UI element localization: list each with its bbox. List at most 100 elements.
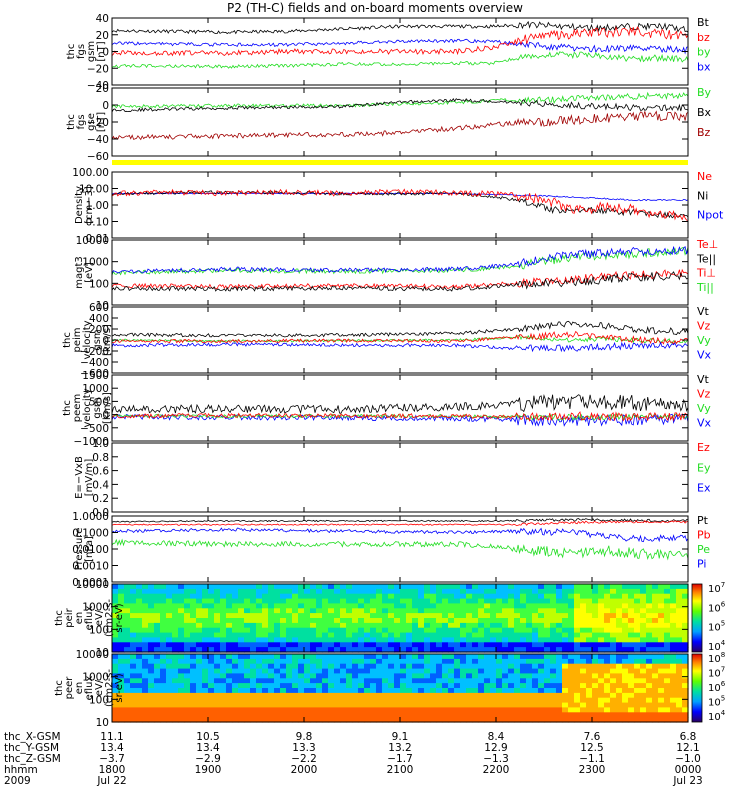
spectrogram-cell	[676, 642, 683, 648]
spectrogram-cell	[250, 613, 257, 619]
spectrogram-cell	[454, 702, 461, 709]
spectrogram-cell	[250, 717, 257, 723]
spectrogram-cell	[298, 688, 305, 694]
spectrogram-cell	[484, 702, 491, 709]
spectrogram-cell	[244, 598, 251, 605]
spectrogram-cell	[334, 603, 341, 609]
spectrogram-cell	[508, 658, 515, 665]
spectrogram-cell	[616, 668, 623, 675]
spectrogram-cell	[664, 697, 671, 704]
xaxis-row-label: 2009	[4, 775, 31, 787]
spectrogram-cell	[520, 658, 527, 665]
spectrogram-cell	[322, 668, 329, 675]
spectrogram-cell	[574, 717, 581, 723]
spectrogram-cell	[544, 608, 551, 614]
spectrogram-cell	[142, 707, 149, 713]
spectrogram-cell	[244, 712, 251, 718]
spectrogram-cell	[190, 613, 197, 619]
spectrogram-cell	[406, 712, 413, 718]
spectrogram-cell	[658, 692, 665, 699]
spectrogram-cell	[256, 637, 263, 643]
spectrogram-cell	[376, 632, 383, 639]
spectrogram-cell	[178, 707, 185, 713]
spectrogram-cell	[574, 603, 581, 609]
spectrogram-cell	[538, 683, 545, 689]
spectrogram-cell	[370, 658, 377, 665]
spectrogram-cell	[130, 598, 137, 605]
spectrogram-cell	[274, 613, 281, 619]
spectrogram-cell	[568, 707, 575, 713]
spectrogram-cell	[604, 712, 611, 718]
spectrogram-cell	[256, 717, 263, 723]
spectrogram-cell	[214, 678, 221, 684]
spectrogram-cell	[532, 654, 539, 660]
spectrogram-cell	[304, 663, 311, 670]
spectrogram-cell	[142, 588, 149, 595]
ytick-label: 400	[89, 313, 109, 325]
spectrogram-cell	[424, 688, 431, 694]
spectrogram-cell	[520, 647, 527, 653]
spectrogram-cell	[556, 712, 563, 718]
spectrogram-cell	[154, 618, 161, 624]
spectrogram-cell	[538, 584, 545, 590]
spectrogram-cell	[382, 654, 389, 660]
spectrogram-cell	[394, 663, 401, 670]
spectrogram-cell	[112, 642, 119, 648]
spectrogram-cell	[310, 618, 317, 624]
spectrogram-cell	[202, 673, 209, 679]
spectrogram-cell	[136, 613, 143, 619]
spectrogram-cell	[340, 717, 347, 723]
spectrogram-cell	[316, 678, 323, 684]
spectrogram-cell	[448, 598, 455, 605]
xaxis-value: 8.4	[488, 731, 505, 743]
spectrogram-cell	[526, 692, 533, 699]
spectrogram-cell	[220, 588, 227, 595]
spectrogram-cell	[598, 668, 605, 675]
spectrogram-cell	[346, 663, 353, 670]
spectrogram-cell	[394, 678, 401, 684]
spectrogram-cell	[310, 593, 317, 600]
spectrogram-cell	[502, 593, 509, 600]
spectrogram-cell	[490, 618, 497, 624]
ytick-label: 0.0010	[72, 561, 109, 573]
spectrogram-cell	[568, 584, 575, 590]
spectrogram-cell	[664, 673, 671, 679]
spectrogram-cell	[676, 717, 683, 723]
spectrogram-cell	[388, 593, 395, 600]
spectrogram-cell	[532, 688, 539, 694]
spectrogram-cell	[538, 717, 545, 723]
spectrogram-cell	[142, 697, 149, 704]
spectrogram-cell	[466, 613, 473, 619]
spectrogram-cell	[154, 707, 161, 713]
legend-entry: Vt	[697, 373, 710, 386]
spectrogram-cell	[622, 673, 629, 679]
spectrogram-cell	[298, 712, 305, 718]
spectrogram-cell	[340, 678, 347, 684]
spectrogram-cell	[304, 683, 311, 689]
spectrogram-cell	[250, 627, 257, 634]
spectrogram-cell	[658, 688, 665, 694]
spectrogram-cell	[676, 622, 683, 629]
spectrogram-cell	[148, 688, 155, 694]
spectrogram-cell	[124, 647, 131, 653]
spectrogram-cell	[610, 717, 617, 723]
spectrogram-cell	[298, 673, 305, 679]
spectrogram-cell	[466, 598, 473, 605]
spectrogram-cell	[622, 598, 629, 605]
spectrogram-cell	[598, 593, 605, 600]
spectrogram-cell	[550, 712, 557, 718]
spectrogram-cell	[628, 707, 635, 713]
spectrogram-cell	[568, 603, 575, 609]
spectrogram-cell	[568, 683, 575, 689]
spectrogram-cell	[376, 642, 383, 648]
legend-entry: Te⊥	[696, 238, 718, 251]
spectrogram-cell	[676, 707, 683, 713]
spectrogram-cell	[340, 608, 347, 614]
spectrogram-cell	[268, 688, 275, 694]
spectrogram-cell	[190, 632, 197, 639]
spectrogram-cell	[118, 712, 125, 718]
spectrogram-cell	[280, 668, 287, 675]
spectrogram-cell	[214, 647, 221, 653]
spectrogram-cell	[478, 622, 485, 629]
spectrogram-cell	[472, 642, 479, 648]
